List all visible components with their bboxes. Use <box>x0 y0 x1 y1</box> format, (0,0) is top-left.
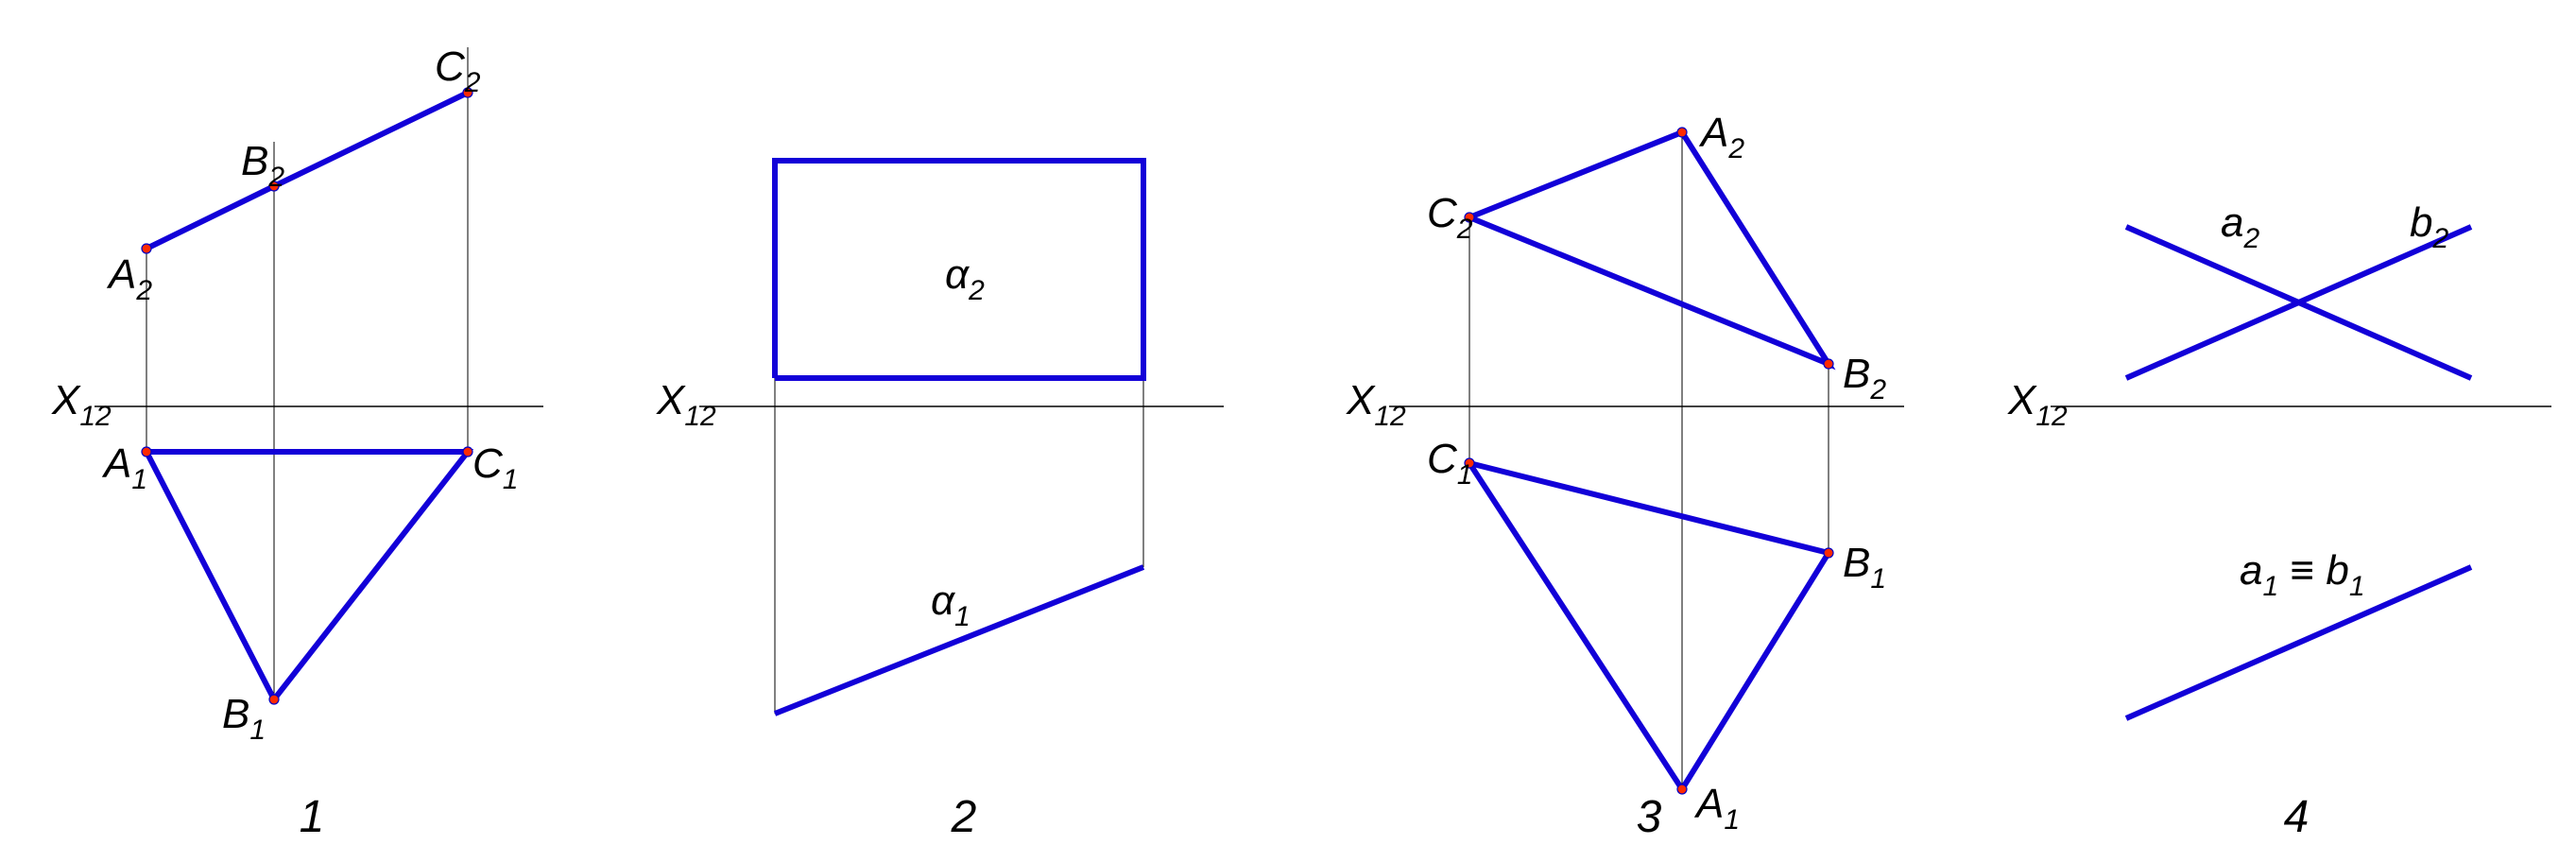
panel-4: X12a2b2a1 ≡ b14 <box>2007 199 2551 842</box>
label: C2 <box>435 43 481 98</box>
panel-number: 4 <box>2284 792 2310 842</box>
label: α2 <box>945 251 985 306</box>
label: A2 <box>106 251 152 306</box>
label: B1 <box>1843 540 1886 595</box>
label: A1 <box>1693 781 1740 836</box>
label: B2 <box>1843 351 1886 405</box>
panel-1: X12 A2 B2 C2 A1 C1 B1 1 <box>51 43 543 842</box>
vertex-point <box>269 695 279 704</box>
panel-number: 2 <box>951 792 977 842</box>
geometry-line <box>146 452 468 699</box>
descriptive-geometry-diagram: X12 A2 B2 C2 A1 C1 B1 1 X12 α2 α1 2 X12 C2 A2 B2 C1 B1 A1 3… <box>0 0 2576 862</box>
label: B2 <box>241 138 284 193</box>
vertex-point <box>142 447 151 457</box>
vertex-point <box>1824 548 1833 558</box>
axis-label: X12 <box>1346 377 1406 432</box>
label: α1 <box>931 578 970 632</box>
label: A2 <box>1698 110 1744 164</box>
label: a2 <box>2221 199 2259 254</box>
vertex-point <box>1824 359 1833 369</box>
geometry-line <box>146 93 468 249</box>
panel-2: X12 α2 α1 2 <box>656 161 1224 842</box>
axis-label: X12 <box>656 377 716 432</box>
panel-3: X12 C2 A2 B2 C1 B1 A1 3 <box>1346 110 1904 842</box>
label: C2 <box>1427 190 1473 245</box>
label: B1 <box>222 691 266 746</box>
label: A1 <box>101 440 147 495</box>
geometry-line <box>1469 463 1829 789</box>
vertex-point <box>1677 784 1687 794</box>
geometry-line <box>1469 132 1829 364</box>
vertex-point <box>1677 128 1687 137</box>
geometry-line <box>775 567 1143 714</box>
panel-number: 3 <box>1637 792 1662 842</box>
axis-label: X12 <box>2007 377 2068 432</box>
label: C1 <box>1427 436 1472 491</box>
axis-label: X12 <box>51 377 112 432</box>
label: a1 ≡ b1 <box>2240 547 2365 602</box>
label: C1 <box>472 440 518 495</box>
vertex-point <box>142 244 151 253</box>
panel-number: 1 <box>300 792 325 842</box>
vertex-point <box>463 447 472 457</box>
